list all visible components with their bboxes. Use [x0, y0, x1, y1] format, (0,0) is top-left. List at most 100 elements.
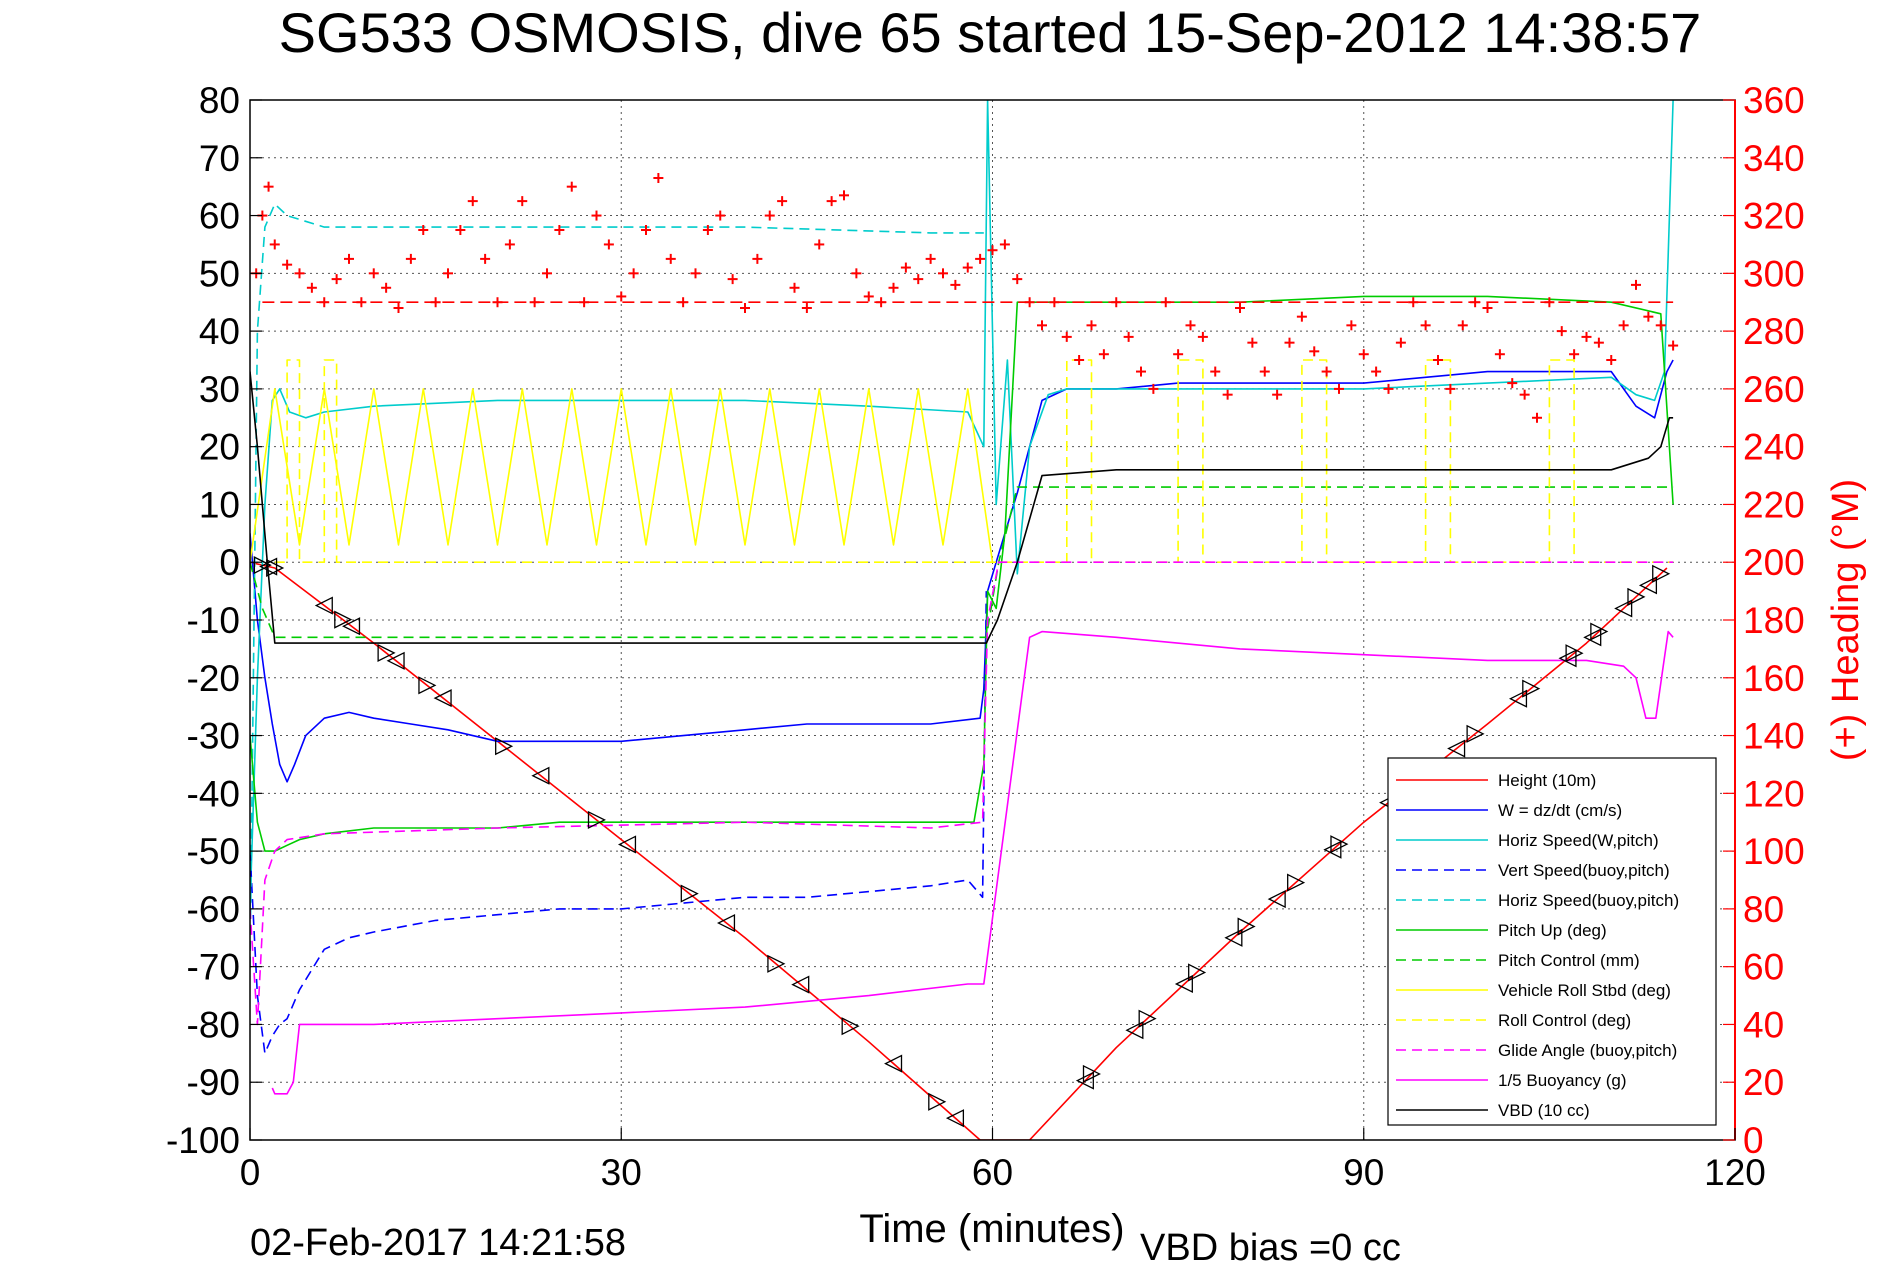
heading-point — [1668, 340, 1679, 351]
heading-point — [789, 282, 800, 293]
heading-layer — [251, 173, 1679, 423]
heading-point — [554, 225, 565, 235]
heading-point — [1074, 355, 1085, 365]
triangle-marker — [1075, 1071, 1094, 1090]
y-tick-label: -100 — [166, 1120, 240, 1161]
triangle-marker — [1138, 1009, 1157, 1028]
y2-tick-label: 80 — [1743, 889, 1784, 930]
heading-point — [1556, 326, 1567, 337]
triangle-marker — [1614, 599, 1633, 618]
heading-point — [628, 268, 639, 279]
heading-point — [1643, 311, 1654, 322]
x-tick-label: 90 — [1343, 1152, 1384, 1193]
heading-point — [1606, 355, 1617, 365]
legend-entry: W = dz/dt (cm/s) — [1498, 801, 1622, 820]
triangle-marker — [841, 1017, 860, 1036]
series-line-glide-angle-buoy-pitch — [250, 561, 1674, 1026]
heading-point — [702, 225, 713, 235]
y2-tick-label: 220 — [1743, 484, 1805, 525]
chart-title: SG533 OSMOSIS, dive 65 started 15-Sep-20… — [279, 1, 1702, 64]
heading-point — [1185, 320, 1196, 331]
right-axis-label: (+) Heading (°M) — [1825, 479, 1867, 761]
heading-point — [443, 268, 453, 279]
triangle-marker — [253, 556, 272, 575]
triangle-marker — [1583, 628, 1602, 647]
series-line-height-10m — [250, 561, 1668, 1140]
heading-point — [777, 196, 788, 207]
y-tick-label: -90 — [187, 1062, 240, 1103]
heading-point — [282, 259, 293, 270]
heading-point — [1173, 349, 1184, 360]
y2-tick-label: 0 — [1743, 1120, 1764, 1161]
triangle-marker — [314, 596, 333, 615]
heading-point — [1136, 366, 1146, 377]
legend-entry: Pitch Control (mm) — [1498, 951, 1640, 970]
legend-entry: VBD (10 cc) — [1498, 1101, 1590, 1120]
y-tick-label: -50 — [187, 831, 240, 872]
y2-tick-label: 360 — [1743, 80, 1805, 121]
triangle-marker — [259, 557, 278, 576]
heading-point — [455, 225, 466, 235]
series-line-w-dz-dt-cm-s — [250, 359, 1674, 783]
y-tick-label: -10 — [187, 600, 240, 641]
y2-tick-label: 60 — [1743, 947, 1784, 988]
triangle-marker — [1558, 649, 1577, 668]
heading-point — [579, 297, 590, 308]
heading-point — [1123, 331, 1134, 342]
heading-point — [1235, 303, 1245, 313]
y2-tick-label: 240 — [1743, 427, 1805, 468]
heading-point — [863, 291, 874, 302]
heading-point — [1494, 349, 1505, 360]
legend-entry: Pitch Up (deg) — [1498, 921, 1607, 940]
heading-point — [715, 210, 726, 221]
triangle-marker — [1522, 679, 1541, 698]
heading-point — [1296, 311, 1307, 322]
heading-point — [1631, 279, 1641, 290]
y-tick-label: 10 — [199, 484, 240, 525]
triangle-marker — [1125, 1021, 1144, 1040]
triangle-marker — [1652, 564, 1671, 583]
triangle-marker — [1237, 917, 1256, 936]
heading-point — [492, 297, 503, 308]
triangle-marker — [1082, 1064, 1101, 1084]
series-line-horiz-speed-w-pitch — [250, 100, 1674, 909]
y-tick-label: -40 — [187, 773, 240, 814]
heading-point — [269, 239, 280, 250]
heading-point — [987, 245, 998, 256]
triangle-marker — [587, 810, 606, 829]
triangle-marker — [716, 913, 736, 933]
heading-point — [368, 268, 379, 279]
heading-point — [294, 268, 305, 279]
triangle-marker — [1565, 644, 1584, 663]
heading-point — [542, 268, 552, 279]
heading-point — [1395, 337, 1406, 348]
triangle-marker — [791, 975, 810, 994]
heading-point — [975, 253, 986, 264]
heading-point — [925, 253, 936, 264]
heading-point — [1012, 274, 1023, 285]
triangle-marker — [1188, 963, 1207, 982]
legend-entry: 1/5 Buoyancy (g) — [1498, 1071, 1627, 1090]
y2-tick-label: 340 — [1743, 138, 1805, 179]
heading-point — [801, 303, 812, 313]
heading-point — [263, 181, 274, 192]
legend-entry: Height (10m) — [1498, 771, 1596, 790]
y-tick-label: 80 — [199, 80, 240, 121]
heading-point — [740, 303, 750, 313]
triangle-marker — [945, 1109, 965, 1128]
triangle-marker — [1267, 890, 1286, 909]
heading-point — [826, 196, 837, 207]
legend-entry: Vert Speed(buoy,pitch) — [1498, 861, 1670, 880]
footer-vbd-bias: VBD bias =0 cc — [1140, 1227, 1401, 1262]
heading-point — [1148, 383, 1159, 394]
triangle-marker — [617, 835, 637, 854]
triangle-marker — [1323, 840, 1342, 859]
heading-point — [393, 303, 404, 313]
heading-point — [913, 274, 924, 285]
y2-tick-label: 280 — [1743, 311, 1805, 352]
y2-tick-label: 160 — [1743, 658, 1805, 699]
y2-tick-label: 260 — [1743, 369, 1805, 410]
heading-point — [1433, 355, 1443, 365]
heading-point — [1569, 349, 1580, 360]
